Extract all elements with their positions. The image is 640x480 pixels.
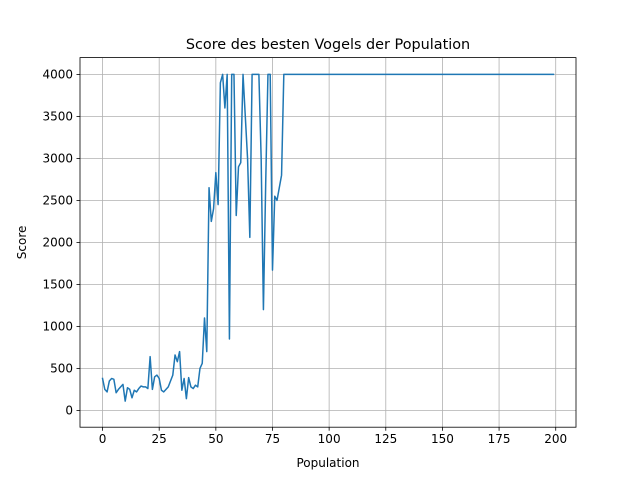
y-tick-label: 3000 bbox=[42, 152, 73, 166]
y-axis-label: Score bbox=[15, 226, 29, 260]
y-tick-label: 1000 bbox=[42, 320, 73, 334]
x-tick-label: 0 bbox=[99, 432, 107, 446]
x-tick-label: 25 bbox=[152, 432, 167, 446]
y-tick-label: 2000 bbox=[42, 236, 73, 250]
x-tick-label: 100 bbox=[318, 432, 341, 446]
y-tick-label: 1500 bbox=[42, 278, 73, 292]
chart-title: Score des besten Vogels der Population bbox=[186, 37, 470, 53]
line-layer bbox=[101, 73, 555, 402]
y-tick-label: 2500 bbox=[42, 194, 73, 208]
x-tick-label: 175 bbox=[488, 432, 511, 446]
y-tick-label: 500 bbox=[50, 362, 73, 376]
y-axis: 0 500 1000 1500 2000 2500 3000 3500 4000 bbox=[42, 68, 80, 418]
y-tick-label: 4000 bbox=[42, 68, 73, 82]
series-line bbox=[101, 73, 555, 402]
x-axis-label: Population bbox=[296, 456, 359, 470]
x-tick-label: 125 bbox=[374, 432, 397, 446]
x-tick-label: 200 bbox=[544, 432, 567, 446]
x-axis: 0 25 50 75 100 125 150 175 200 bbox=[99, 427, 567, 446]
y-tick-label: 3500 bbox=[42, 110, 73, 124]
x-tick-label: 150 bbox=[431, 432, 454, 446]
x-tick-label: 75 bbox=[265, 432, 280, 446]
y-tick-label: 0 bbox=[65, 404, 73, 418]
x-tick-label: 50 bbox=[208, 432, 223, 446]
